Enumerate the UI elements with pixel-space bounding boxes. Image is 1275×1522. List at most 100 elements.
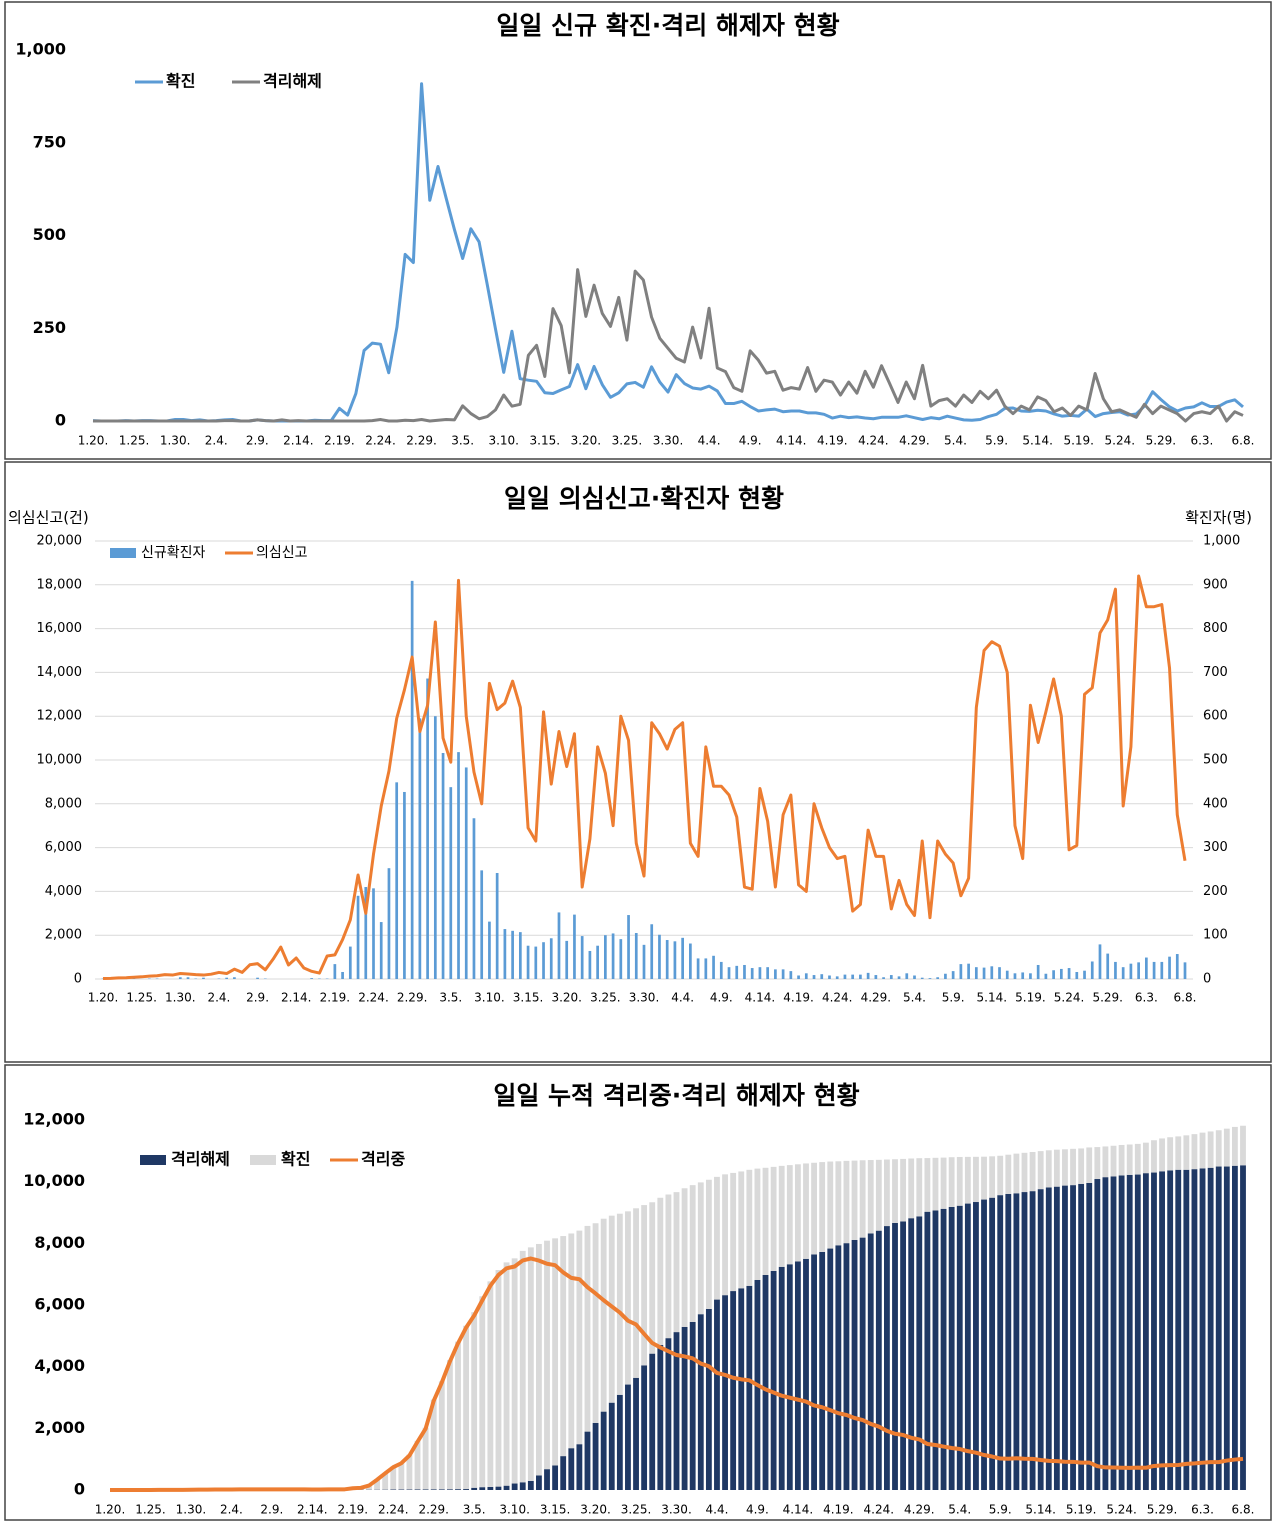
- bar: [973, 1202, 979, 1490]
- bar: [882, 977, 885, 979]
- x-tick-label: 6.8.: [1232, 434, 1255, 448]
- bar: [1160, 961, 1164, 979]
- x-tick-label: 1.20.: [95, 1503, 126, 1517]
- x-tick-label: 5.24.: [1106, 1503, 1137, 1517]
- bar: [1067, 968, 1071, 979]
- bar: [1121, 967, 1125, 979]
- bar: [1059, 968, 1063, 979]
- bar: [600, 1218, 607, 1412]
- bar: [433, 716, 437, 979]
- bar: [997, 1195, 1004, 1490]
- bar: [974, 967, 978, 979]
- bar: [511, 1483, 518, 1490]
- bar: [956, 1156, 963, 1206]
- legend-swatch: [140, 1155, 166, 1165]
- bar: [511, 1258, 518, 1484]
- bar: [1037, 1151, 1044, 1190]
- bar: [580, 936, 584, 979]
- bar: [1191, 1169, 1198, 1490]
- bar: [889, 975, 893, 979]
- bar: [1145, 957, 1148, 979]
- x-tick-label: 2.29.: [418, 1503, 449, 1517]
- bar: [1052, 970, 1055, 979]
- bar: [1159, 1138, 1165, 1172]
- bar: [843, 1160, 850, 1244]
- bar: [770, 1270, 777, 1490]
- x-tick-label: 1.20.: [78, 434, 109, 448]
- bar: [673, 941, 677, 979]
- x-tick-label: 5.29.: [1146, 434, 1177, 448]
- bar: [959, 964, 963, 979]
- bar: [697, 1182, 704, 1315]
- bar: [1013, 1193, 1020, 1490]
- bar: [225, 977, 229, 979]
- x-tick-label: 4.4.: [698, 434, 721, 448]
- y-tick-label: 500: [1203, 753, 1228, 768]
- bar: [642, 944, 646, 979]
- bar: [1090, 961, 1094, 979]
- bar: [730, 1172, 737, 1292]
- bar: [633, 1377, 639, 1490]
- bar: [455, 1341, 461, 1490]
- legend-label: 격리중: [361, 1150, 405, 1169]
- x-tick-label: 3.10.: [488, 434, 519, 448]
- bar: [1137, 962, 1140, 979]
- legend-swatch: [110, 548, 136, 558]
- bar: [924, 1158, 931, 1212]
- bar: [786, 1264, 793, 1490]
- bar: [596, 945, 599, 979]
- bar: [908, 1218, 915, 1490]
- bar: [374, 1479, 380, 1490]
- bar: [592, 1223, 599, 1423]
- bar: [422, 1427, 429, 1490]
- x-tick-label: 3.25.: [590, 991, 621, 1005]
- bar: [964, 1156, 971, 1204]
- x-tick-label: 6.8.: [1232, 1503, 1255, 1517]
- bar: [633, 1208, 639, 1378]
- x-tick-label: 2.29.: [406, 434, 437, 448]
- bar: [430, 1489, 437, 1490]
- bar: [1083, 970, 1086, 979]
- bar: [803, 1163, 809, 1259]
- bar: [689, 1185, 696, 1322]
- bar: [1029, 1152, 1036, 1192]
- bar: [874, 975, 878, 979]
- bar: [446, 1360, 453, 1490]
- bar: [884, 1226, 890, 1490]
- y-tick-label: 0: [74, 1480, 85, 1499]
- bar: [471, 1487, 478, 1490]
- bar: [738, 1288, 745, 1490]
- bar: [649, 1202, 656, 1354]
- y-tick-label: 20,000: [37, 534, 83, 549]
- bar: [1199, 1168, 1206, 1490]
- legend-label: 의심신고: [256, 545, 308, 561]
- x-tick-label: 4.24.: [858, 434, 889, 448]
- x-tick-label: 1.20.: [88, 991, 119, 1005]
- bar: [519, 1250, 526, 1483]
- bar: [1106, 953, 1110, 979]
- x-tick-label: 2.4.: [220, 1503, 243, 1517]
- bar: [503, 929, 507, 979]
- bar: [770, 1166, 777, 1271]
- bar: [1168, 956, 1171, 979]
- bar: [518, 932, 522, 979]
- x-tick-label: 3.10.: [499, 1503, 530, 1517]
- bar: [488, 921, 491, 979]
- y-tick-label: 600: [1203, 709, 1228, 724]
- y-tick-label: 8,000: [34, 1233, 85, 1252]
- x-tick-label: 2.19.: [324, 434, 355, 448]
- bar: [616, 1213, 623, 1395]
- x-tick-label: 2.4.: [207, 991, 230, 1005]
- bar: [981, 1199, 987, 1490]
- bar: [820, 974, 824, 979]
- bar: [1045, 1187, 1052, 1490]
- bar: [859, 1237, 866, 1490]
- bar: [552, 1465, 559, 1490]
- bar: [495, 873, 499, 979]
- y-tick-label: 6,000: [34, 1295, 85, 1314]
- x-tick-label: 2.19.: [320, 991, 351, 1005]
- bar: [811, 1254, 817, 1490]
- x-tick-label: 2.14.: [297, 1503, 328, 1517]
- bar: [851, 1239, 858, 1490]
